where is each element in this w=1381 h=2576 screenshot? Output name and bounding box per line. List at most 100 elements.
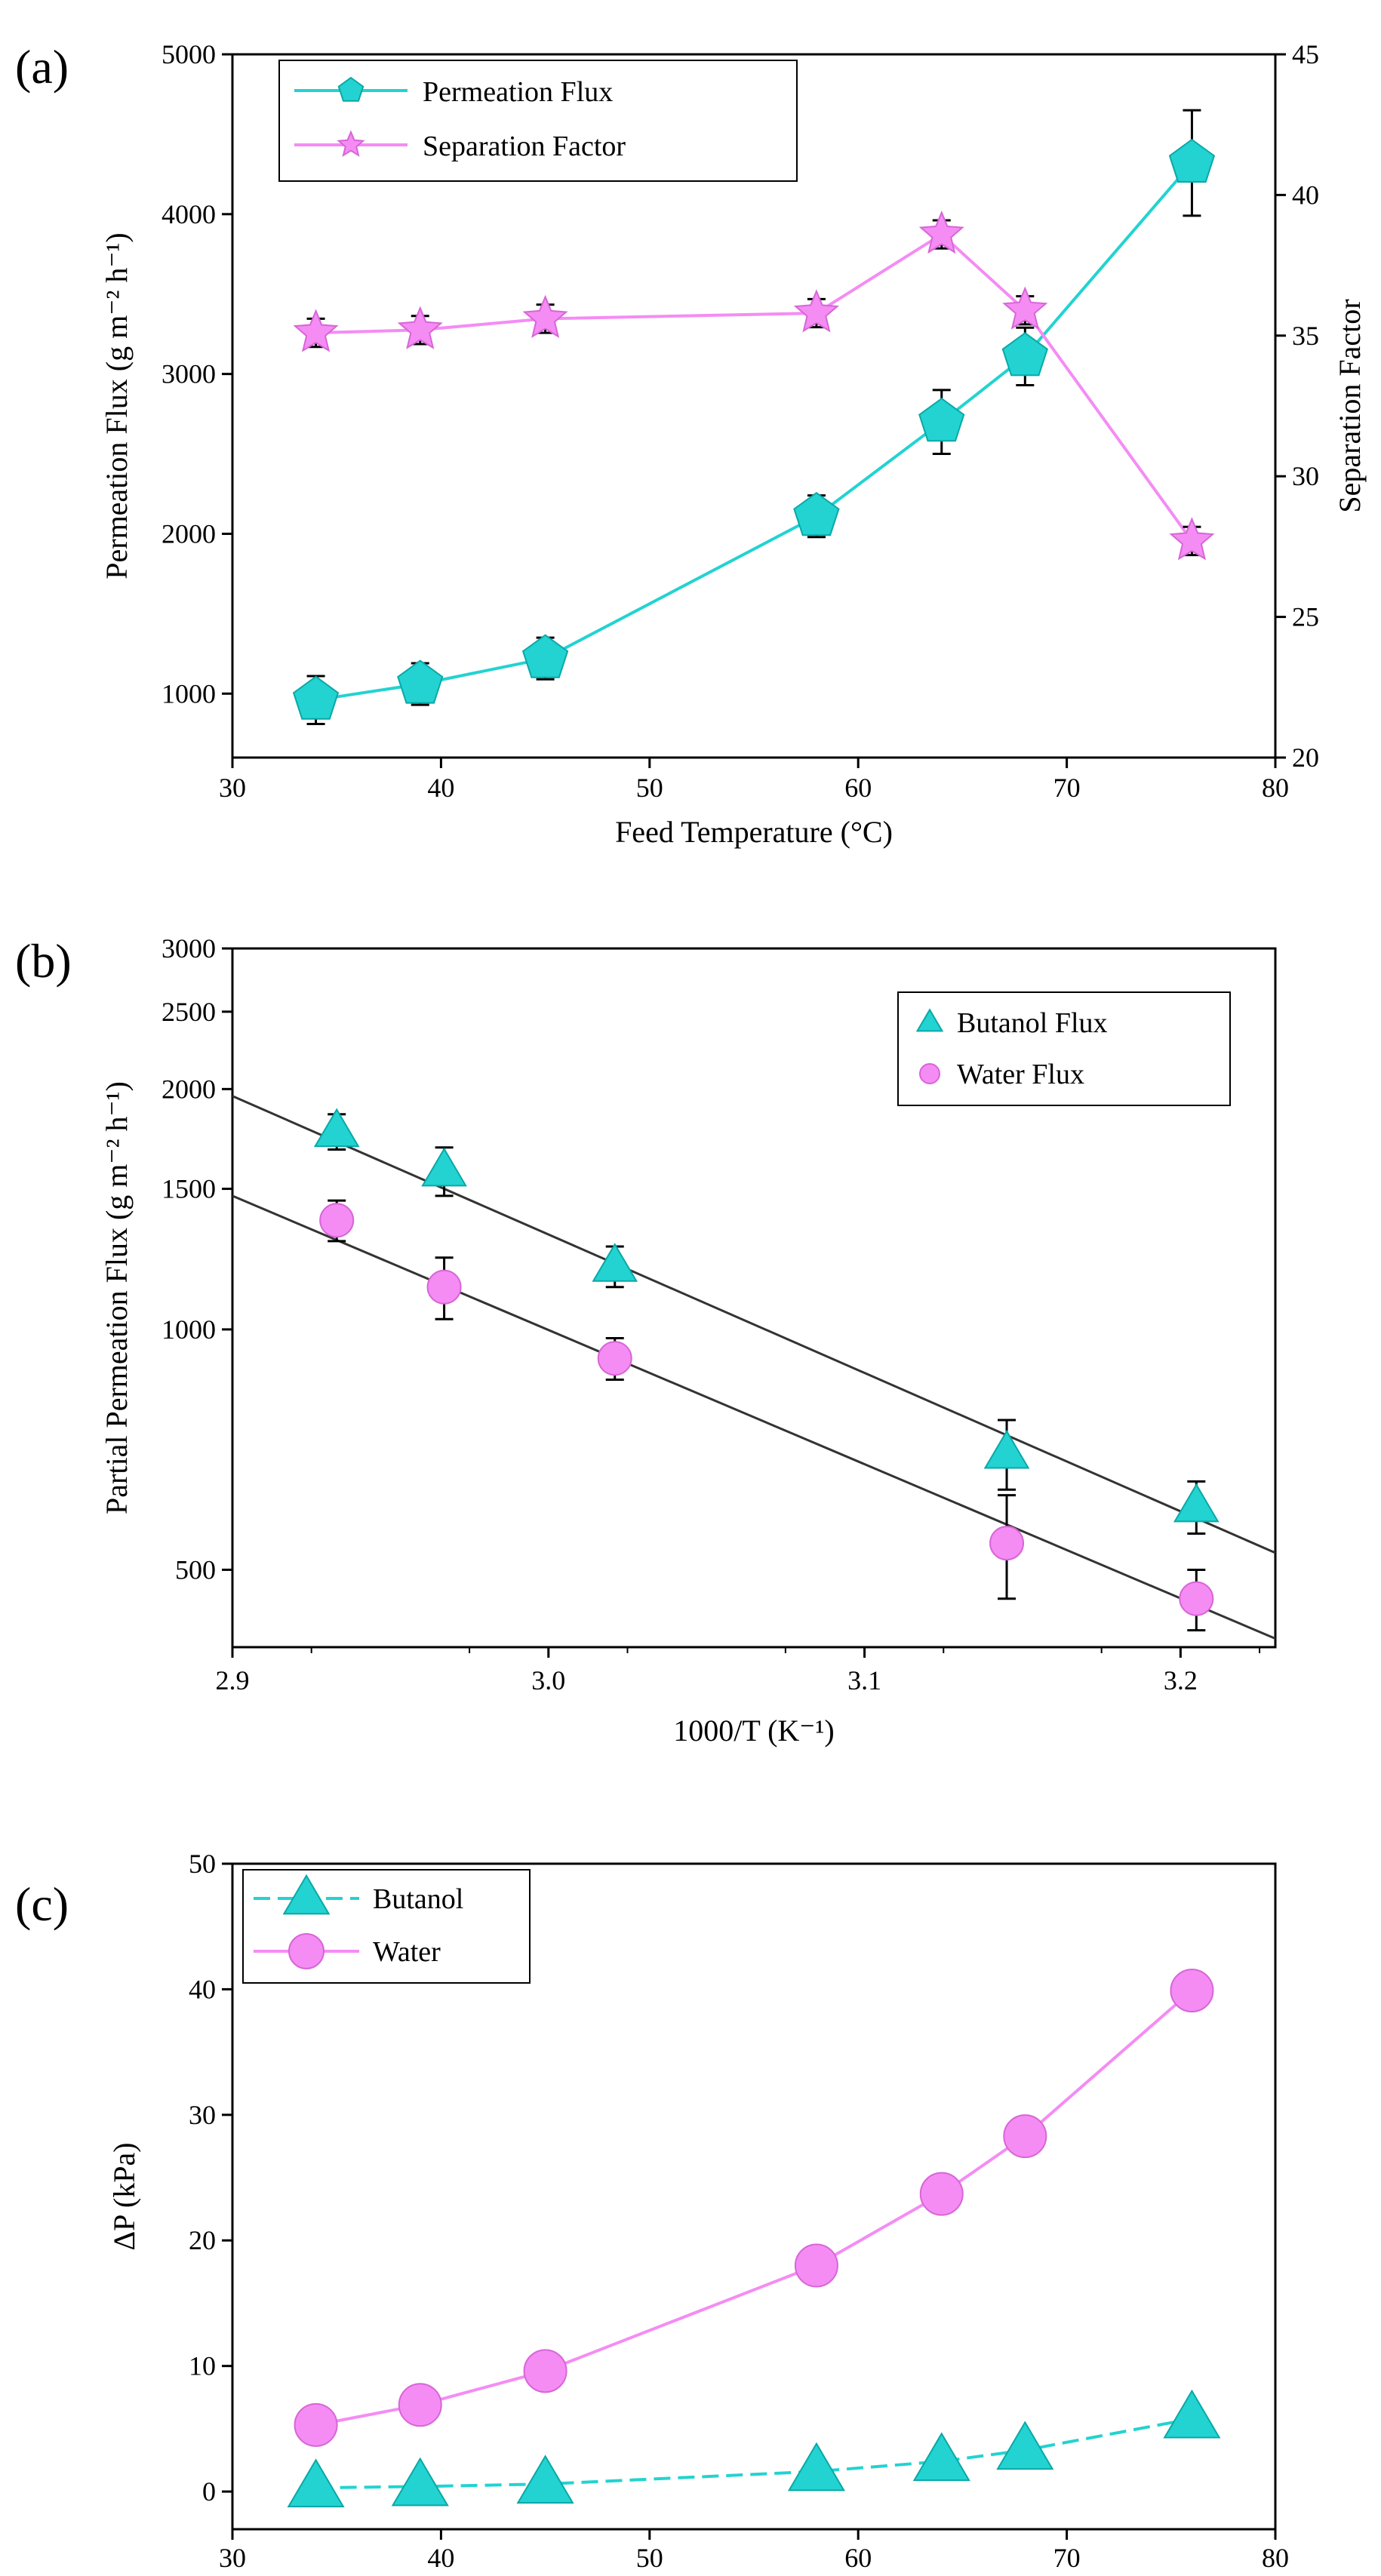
y2-tick-label: 30 — [1292, 461, 1319, 491]
series-line-pentagon — [316, 163, 1192, 700]
y-tick-label: 1000 — [161, 678, 216, 709]
fit-line — [232, 1196, 1275, 1639]
data-point-triangle — [1175, 1485, 1218, 1522]
panel-a: (a) 30 40 50 60 70 80 1000 2000 3000 4000 5000 20 25… — [15, 39, 1367, 849]
data-point-circle — [990, 1526, 1023, 1560]
data-point-pentagon — [1170, 140, 1214, 182]
chart-b: 2.9 3.0 3.1 3.2 500 1000 1500 2000 2500 3000 1000/… — [100, 933, 1275, 1748]
data-point-pentagon — [919, 398, 964, 441]
y2-axis-label: Separation Factor — [1333, 299, 1367, 512]
y-axis-label: Permeation Flux (g m⁻² h⁻¹) — [100, 232, 134, 579]
series-line-triangle — [316, 2419, 1192, 2488]
x-tick-label: 60 — [844, 2543, 872, 2573]
panel-c-label: (c) — [15, 1877, 69, 1931]
y-axis-label: Partial Permeation Flux (g m⁻² h⁻¹) — [100, 1081, 134, 1514]
y2-tick-label: 20 — [1292, 742, 1319, 773]
data-point-pentagon — [794, 493, 838, 535]
x-tick-label: 3.2 — [1164, 1665, 1198, 1695]
data-point-triangle — [1164, 2391, 1220, 2438]
data-point-pentagon — [523, 635, 567, 678]
legend-a: Permeation Flux Separation Factor — [279, 60, 797, 181]
y-tick-label: 10 — [189, 2351, 216, 2381]
y-tick-label: 4000 — [161, 199, 216, 229]
y2-tick-label: 25 — [1292, 602, 1319, 632]
x-tick-label: 80 — [1262, 2543, 1289, 2573]
x-tick-label: 2.9 — [216, 1665, 250, 1695]
x-axis-label: Feed Temperature (°C) — [615, 815, 893, 849]
data-point-circle — [295, 2404, 337, 2446]
fit-line — [232, 1096, 1275, 1553]
y-tick-label: 3000 — [161, 359, 216, 389]
x-tick-label: 50 — [636, 773, 663, 803]
y-tick-label: 1000 — [161, 1314, 216, 1345]
data-point-triangle — [985, 1431, 1028, 1468]
x-tick-label: 80 — [1262, 773, 1289, 803]
data-point-triangle — [392, 2459, 448, 2506]
x-tick-label: 60 — [844, 773, 872, 803]
legend-c: Butanol Water — [243, 1870, 530, 1983]
x-tick-label: 40 — [427, 2543, 454, 2573]
figure: (a) 30 40 50 60 70 80100020003000400050002025… — [0, 0, 1381, 2576]
panel-c: (c) 30405060708001020304050Feed Temperat… — [15, 1849, 1289, 2576]
x-tick-label: 50 — [636, 2543, 663, 2573]
y-tick-label: 0 — [202, 2476, 216, 2507]
data-point-circle — [1170, 1969, 1213, 2012]
y2-tick-label: 35 — [1292, 321, 1319, 351]
data-point-circle — [598, 1342, 632, 1375]
legend-marker-circle — [920, 1064, 940, 1084]
y-tick-label: 50 — [189, 1849, 216, 1879]
legend-label: Butanol Flux — [957, 1007, 1108, 1039]
legend-label: Water Flux — [957, 1059, 1084, 1090]
data-point-triangle — [315, 1109, 358, 1146]
data-point-triangle — [789, 2444, 844, 2491]
y-tick-label: 3000 — [161, 933, 216, 964]
data-point-triangle — [423, 1149, 466, 1186]
data-point-circle — [399, 2384, 441, 2426]
chart-c: 30405060708001020304050Feed Temperature … — [107, 1849, 1289, 2576]
y-tick-label: 40 — [189, 1974, 216, 2004]
data-point-pentagon — [398, 661, 442, 703]
panel-b: (b) 2.9 3.0 3.1 3.2 500 1000 1500 2000 2500 3000 1… — [15, 933, 1275, 1748]
data-point-triangle — [914, 2433, 969, 2480]
data-point-triangle — [518, 2456, 573, 2503]
legend-label: Permeation Flux — [423, 76, 613, 108]
y-tick-label: 1500 — [161, 1174, 216, 1204]
x-tick-label: 70 — [1053, 773, 1081, 803]
y-tick-label: 5000 — [161, 39, 216, 69]
x-tick-label: 70 — [1053, 2543, 1081, 2573]
data-point-circle — [320, 1203, 353, 1237]
data-point-circle — [428, 1271, 461, 1304]
data-point-circle — [795, 2245, 838, 2287]
y-axis-label: ΔP (kPa) — [107, 2142, 141, 2250]
data-point-circle — [921, 2173, 963, 2215]
panel-a-label: (a) — [15, 40, 69, 94]
series-line-circle — [316, 1990, 1192, 2425]
data-point-pentagon — [294, 677, 338, 719]
y-tick-label: 2500 — [161, 997, 216, 1027]
y-tick-label: 2000 — [161, 1074, 216, 1104]
y-tick-label: 500 — [175, 1554, 216, 1585]
y2-tick-label: 45 — [1292, 39, 1319, 69]
data-point-triangle — [593, 1244, 636, 1281]
series-line-star — [316, 235, 1192, 541]
x-axis-label: 1000/T (K⁻¹) — [673, 1714, 834, 1748]
data-point-circle — [1004, 2115, 1046, 2157]
legend-label: Water — [373, 1936, 441, 1968]
x-tick-label: 3.0 — [531, 1665, 565, 1695]
data-point-circle — [524, 2350, 567, 2392]
chart-a: 30 40 50 60 70 80 1000 2000 3000 4000 5000 20 25 30 35… — [100, 39, 1367, 849]
legend-label: Butanol — [373, 1883, 463, 1915]
legend-label: Separation Factor — [423, 131, 626, 162]
x-tick-label: 3.1 — [847, 1665, 881, 1695]
x-tick-label: 40 — [427, 773, 454, 803]
data-point-triangle — [288, 2460, 343, 2507]
y-tick-label: 2000 — [161, 518, 216, 549]
y-tick-label: 20 — [189, 2225, 216, 2255]
data-point-circle — [1180, 1582, 1213, 1615]
y2-tick-label: 40 — [1292, 180, 1319, 210]
legend-marker-circle — [289, 1934, 324, 1969]
panel-b-label: (b) — [15, 934, 72, 988]
legend-b: Butanol Flux Water Flux — [898, 992, 1230, 1105]
x-tick-label: 30 — [219, 2543, 246, 2573]
x-tick-label: 30 — [219, 773, 246, 803]
